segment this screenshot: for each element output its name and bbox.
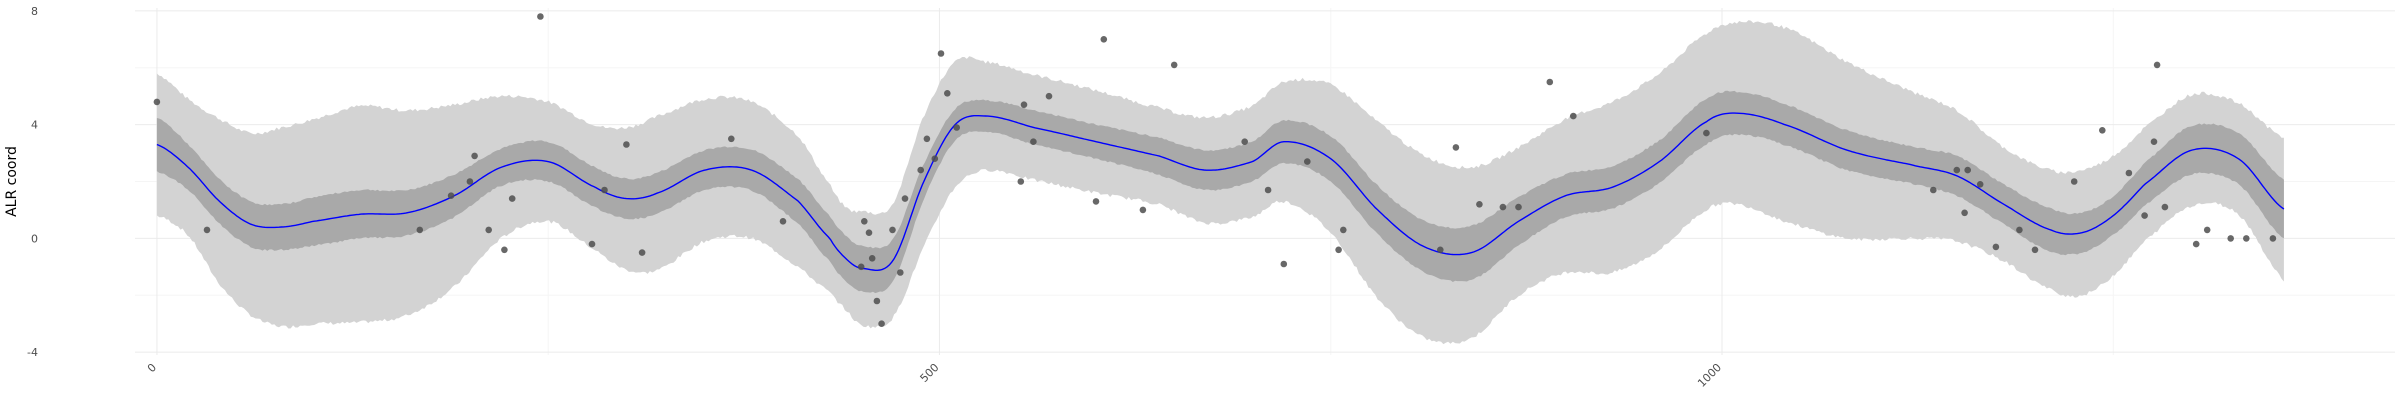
smooth-line [156, 112, 2285, 271]
data-point [1570, 112, 1577, 120]
data-point [1280, 260, 1288, 268]
data-point [588, 240, 596, 248]
y-axis-label: ALR coord [4, 146, 20, 217]
data-point [1992, 243, 2000, 251]
data-point [2031, 246, 2039, 254]
data-point [2243, 235, 2250, 242]
data-point [1476, 201, 1483, 208]
data-point [1020, 101, 1028, 108]
data-point [466, 178, 474, 185]
data-point [1499, 203, 1507, 211]
data-point [1304, 158, 1311, 165]
data-point [508, 195, 516, 202]
inner-confidence-band [156, 90, 2284, 294]
data-point [1976, 181, 1984, 188]
data-point [931, 155, 939, 162]
data-point [865, 229, 873, 236]
data-point [1092, 198, 1100, 205]
data-point [2150, 138, 2158, 145]
data-point [1515, 203, 1522, 211]
data-point [873, 297, 881, 305]
data-point [2192, 240, 2200, 248]
data-point [416, 226, 424, 234]
data-point [1170, 61, 1178, 69]
data-point [1964, 166, 1971, 174]
data-point [601, 186, 608, 194]
y-tick-label: -4 [27, 346, 38, 359]
data-point [2153, 61, 2161, 69]
data-point [901, 195, 909, 202]
data-point [2203, 226, 2211, 234]
data-point [447, 192, 455, 199]
data-point [953, 124, 960, 131]
y-tick-label: 8 [31, 5, 38, 18]
data-point [2125, 169, 2133, 177]
data-point [2141, 212, 2148, 219]
data-point [1017, 178, 1025, 185]
x-tick-label: 1000 [1695, 361, 1724, 390]
data-point [537, 13, 544, 20]
data-point [2070, 178, 2078, 185]
data-point [1961, 209, 1968, 217]
data-point [1703, 129, 1710, 137]
data-point [1930, 186, 1937, 194]
data-point [944, 90, 951, 97]
data-point [485, 226, 493, 234]
data-point [779, 218, 787, 225]
data-point [471, 152, 478, 160]
data-point [1953, 166, 1961, 174]
data-point [1340, 226, 1347, 234]
smooth-line-layer [156, 112, 2285, 271]
data-point [878, 320, 885, 328]
data-point [1264, 186, 1272, 194]
data-point [897, 269, 904, 276]
data-point [1335, 246, 1342, 254]
data-point [2161, 203, 2169, 211]
data-point [501, 246, 508, 254]
data-point [153, 98, 161, 106]
data-point [937, 50, 945, 57]
data-point [1045, 92, 1053, 100]
data-point [861, 218, 868, 225]
data-point [623, 141, 630, 148]
data-point [728, 135, 735, 143]
data-point [1437, 246, 1444, 254]
data-point [2099, 127, 2106, 134]
data-point [917, 166, 924, 174]
data-point [1030, 138, 1037, 145]
data-point [889, 226, 896, 234]
data-points [153, 13, 2277, 328]
data-point [1100, 36, 1108, 43]
data-point [1546, 78, 1554, 86]
data-point [868, 254, 876, 262]
data-point [2227, 235, 2234, 242]
data-point [2269, 235, 2277, 242]
data-point [857, 263, 865, 271]
y-tick-label: 4 [31, 119, 38, 132]
x-tick-label: 0 [145, 361, 159, 375]
data-point [1452, 144, 1460, 151]
data-point [203, 226, 211, 234]
data-point [2016, 226, 2023, 234]
x-tick-label: 500 [918, 361, 942, 385]
data-point [1241, 138, 1248, 145]
y-tick-label: 0 [31, 232, 38, 245]
data-point [638, 249, 646, 256]
data-point [1139, 206, 1147, 214]
data-point [923, 135, 931, 143]
confidence-bands [156, 20, 2284, 345]
